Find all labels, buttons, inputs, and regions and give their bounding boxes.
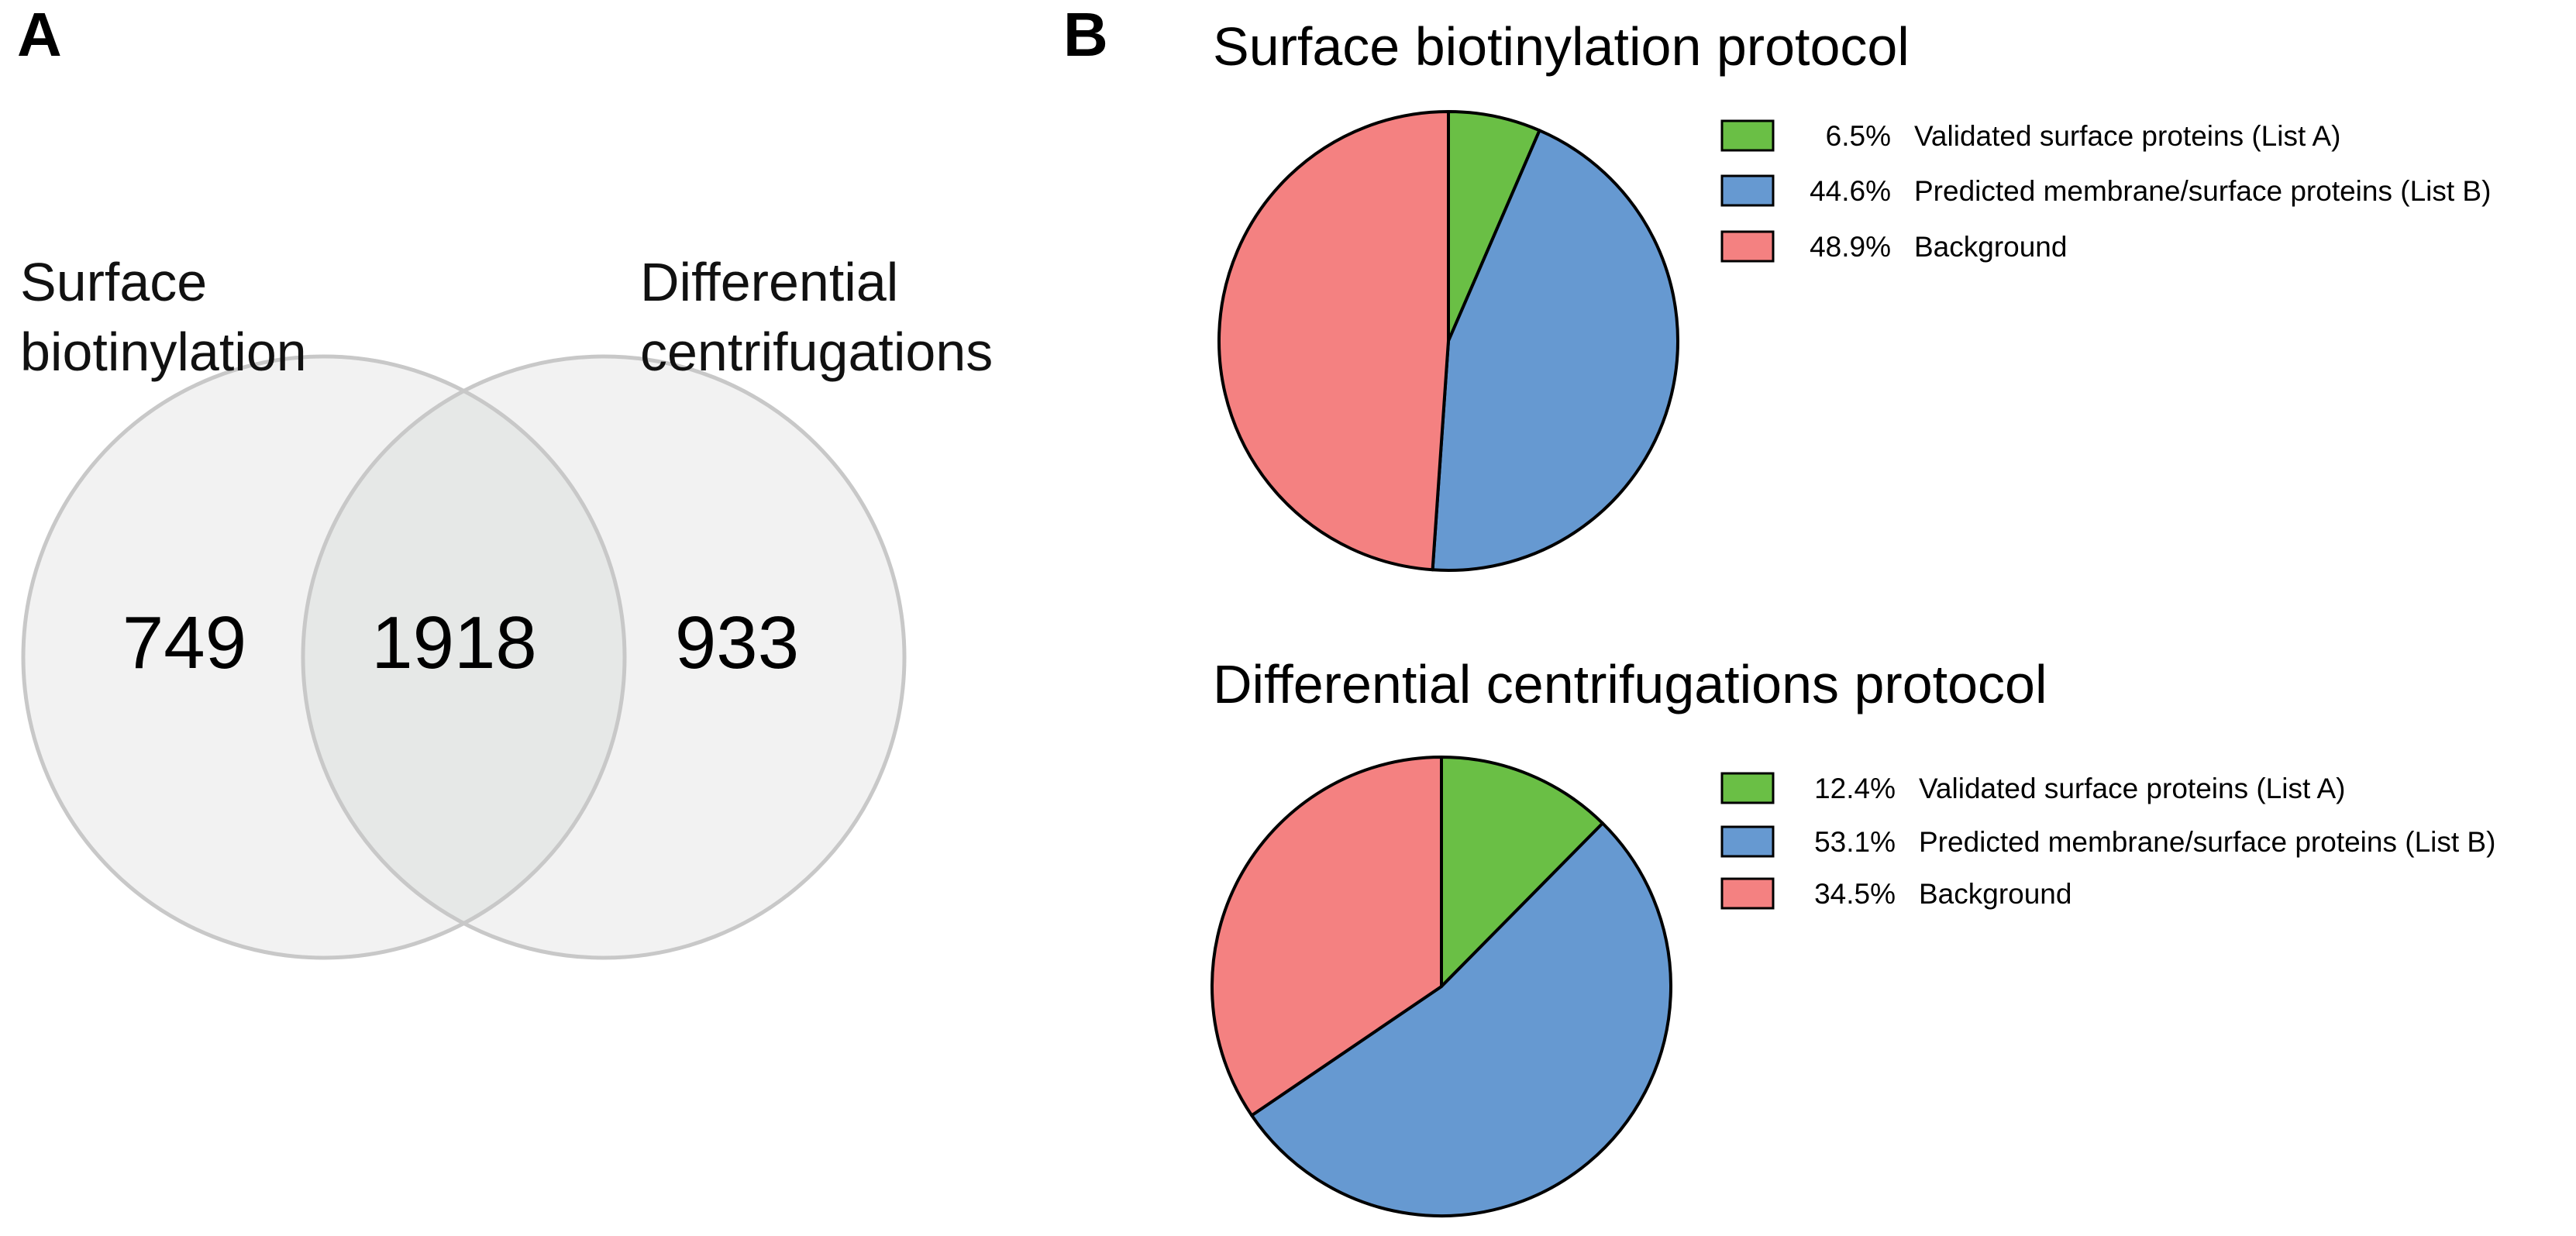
panel-a-label: A [17,0,62,69]
pie-slice-predicted [1431,129,1680,572]
venn-set-label-left: Surface biotinylation [20,252,307,382]
legend-swatch-validated [1720,119,1775,152]
legend-percent: 12.4% [1814,773,1896,804]
pie-slices [1211,756,1672,1218]
venn-set-label-left-line1: Surface [20,252,207,312]
legend-percent: 53.1% [1814,826,1896,858]
legend-item-validated: 12.4% Validated surface proteins (List A… [1720,772,2345,804]
legend-item-predicted: 53.1% Predicted membrane/surface protein… [1720,825,2495,858]
venn-set-label-left-line2: biotinylation [20,322,307,382]
pie-chart-title: Surface biotinylation protocol [1213,16,1910,77]
pie-slice-validated [1440,756,1604,988]
legend-label: Validated surface proteins (List A) [1914,120,2340,152]
legend-percent: 34.5% [1814,878,1896,910]
venn-count-right-only: 933 [675,601,799,684]
legend-swatch-background [1720,877,1775,910]
venn-diagram: Surface biotinylation Differential centr… [20,252,993,960]
legend-item-validated: 6.5% Validated surface proteins (List A) [1720,119,2340,152]
venn-circle-left-outline [21,354,627,960]
venn-count-overlap: 1918 [371,601,537,684]
pie-slice-background [1217,110,1450,572]
legend-swatch-background [1720,230,1775,263]
legend-label: Predicted membrane/surface proteins (Lis… [1919,826,2495,858]
pie-slice-predicted [1250,821,1672,1218]
legend-label: Background [1914,231,2067,263]
legend-percent: 48.9% [1810,231,1891,263]
legend-label: Validated surface proteins (List A) [1919,773,2345,804]
venn-set-label-right-line2: centrifugations [640,322,993,382]
legend-label: Predicted membrane/surface proteins (Lis… [1914,175,2491,207]
legend-percent: 44.6% [1810,175,1891,207]
legend-item-predicted: 44.6% Predicted membrane/surface protein… [1720,174,2491,207]
pie-slice-background [1211,756,1443,1117]
pie-legend: 12.4% Validated surface proteins (List A… [1720,772,2495,910]
legend-label: Background [1919,878,2071,910]
legend-item-background: 34.5% Background [1720,877,2071,910]
legend-swatch-predicted [1720,825,1775,858]
pie-slice-validated [1447,110,1541,343]
legend-swatch-predicted [1720,174,1775,207]
legend-percent: 6.5% [1826,120,1891,152]
panel-b-label: B [1063,0,1108,69]
venn-overlap-region [305,358,623,956]
legend-item-background: 48.9% Background [1720,230,2067,263]
venn-count-left-only: 749 [122,601,246,684]
venn-circle-right-outline [301,354,907,960]
pie-legend: 6.5% Validated surface proteins (List A)… [1720,119,2491,263]
pie-chart-surface-biotinylation: Surface biotinylation protocol 6.5% Vali… [1213,16,2491,572]
pie-chart-title: Differential centrifugations protocol [1213,654,2047,714]
legend-swatch-validated [1720,772,1775,804]
venn-set-label-right: Differential centrifugations [640,252,993,382]
venn-set-label-right-line1: Differential [640,252,898,312]
pie-slices [1217,110,1680,572]
pie-chart-differential-centrifugations: Differential centrifugations protocol 12… [1211,654,2495,1218]
